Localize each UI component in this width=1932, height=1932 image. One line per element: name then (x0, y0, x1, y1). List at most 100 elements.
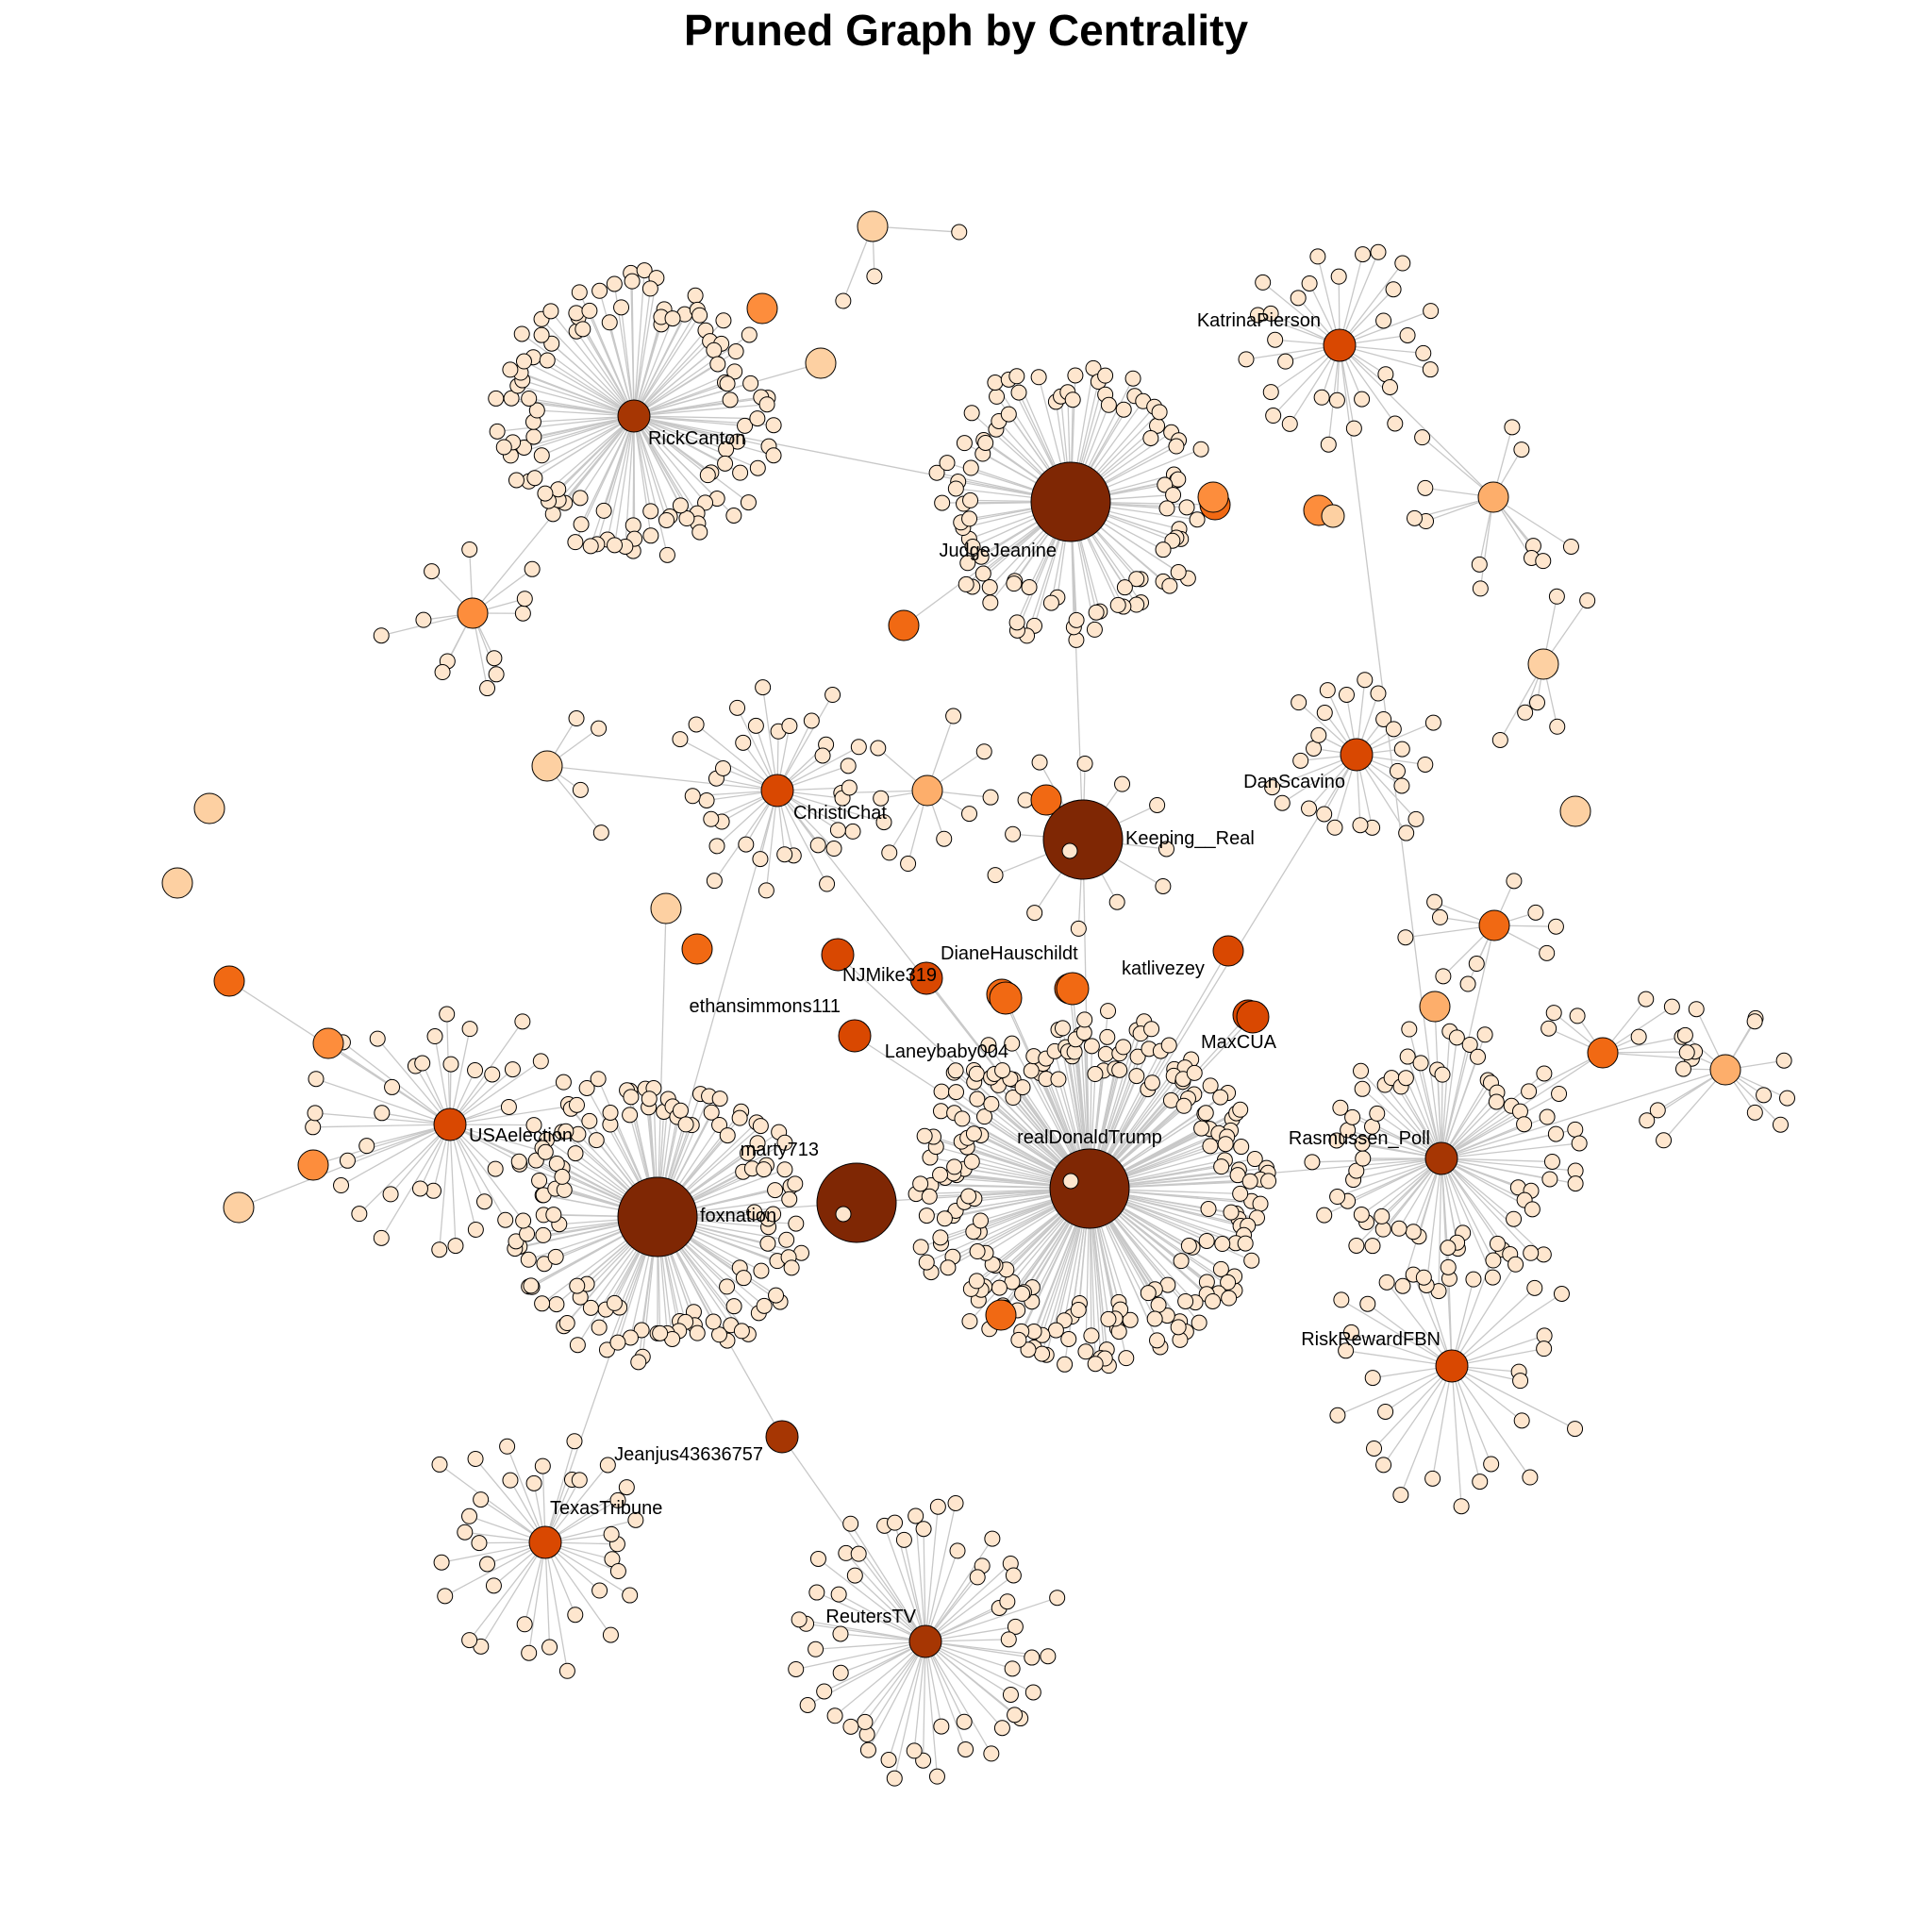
intermediate-node (1559, 795, 1591, 827)
leaf-node (1140, 1285, 1157, 1302)
leaf-node (568, 710, 585, 727)
leaf-node (575, 321, 591, 338)
satellite-edge (546, 765, 778, 791)
leaf-edge (558, 415, 635, 501)
leaf-node (1274, 794, 1291, 811)
leaf-node (582, 1299, 599, 1316)
leaf-node (1551, 1085, 1568, 1102)
leaf-edge (1441, 1158, 1553, 1163)
leaf-node (1158, 500, 1175, 517)
leaf-node (767, 1182, 784, 1199)
intermediate-node (531, 750, 563, 782)
leaf-node (1674, 1060, 1691, 1077)
leaf-node (755, 679, 772, 696)
leaf-node (746, 1204, 763, 1221)
leaf-node (461, 541, 478, 558)
hub-node-katrinapierson (1323, 328, 1357, 362)
hub-node-njmike319 (821, 938, 855, 972)
leaf-edge (924, 1574, 1014, 1642)
node-label-foxnation: foxnation (700, 1206, 776, 1226)
leaf-node (1313, 389, 1330, 406)
intermediate-node (1709, 1054, 1741, 1086)
leaf-node (515, 353, 532, 370)
leaf-node (1345, 420, 1362, 437)
leaf-node (1483, 1456, 1500, 1473)
leaf-node (826, 1707, 843, 1724)
leaf-node (568, 1096, 585, 1113)
leaf-node (982, 594, 999, 611)
leaf-node (906, 1742, 923, 1759)
leaf-node (1523, 1244, 1540, 1261)
leaf-node (1407, 509, 1424, 526)
leaf-node (1364, 1238, 1381, 1255)
leaf-node (373, 1229, 390, 1246)
leaf-node (572, 490, 589, 507)
leaf-node (1143, 1021, 1160, 1038)
leaf-node (558, 1662, 575, 1679)
leaf-node (1461, 1036, 1478, 1053)
leaf-node (521, 390, 538, 407)
leaf-node (691, 307, 708, 324)
hub-node-usaelection (433, 1108, 467, 1141)
leaf-node (1491, 731, 1508, 748)
leaf-node (609, 1562, 626, 1579)
hub-node-riskrewardfbn (1435, 1349, 1469, 1383)
leaf-node (776, 846, 793, 863)
leaf-node (908, 1507, 924, 1524)
hub-node-rasmussen-poll (1424, 1141, 1458, 1175)
leaf-node (850, 1545, 867, 1562)
leaf-edge (1441, 1142, 1580, 1159)
leaf-node (1115, 1039, 1132, 1056)
leaf-node (599, 1457, 616, 1474)
leaf-node (765, 447, 782, 464)
leaf-node (602, 1626, 619, 1643)
leaf-node (946, 1158, 963, 1175)
leaf-node (547, 1248, 564, 1265)
intermediate-node (911, 774, 943, 807)
node-label-riskrewardfbn: RiskRewardFBN (1301, 1329, 1441, 1350)
leaf-node (969, 1569, 986, 1586)
leaf-node (591, 1582, 608, 1599)
leaf-node (1320, 436, 1337, 453)
intermediate-node (857, 210, 889, 242)
leaf-node (1111, 1061, 1128, 1078)
leaf-edge (541, 415, 635, 457)
leaf-node (994, 1062, 1011, 1079)
leaf-node (947, 480, 964, 497)
leaf-node (975, 743, 992, 760)
leaf-node (307, 1105, 324, 1122)
leaf-node (1316, 806, 1333, 823)
leaf-node (1541, 1020, 1557, 1037)
leaf-node (1553, 1285, 1570, 1302)
leaf-node (983, 1745, 1000, 1762)
leaf-edge (475, 1458, 546, 1543)
leaf-node (726, 363, 743, 380)
leaf-node (1088, 604, 1105, 621)
hub-node-laneybaby004 (989, 981, 1023, 1015)
leaf-node (618, 1479, 635, 1496)
leaf-node (525, 1474, 542, 1491)
leaf-node (961, 1313, 978, 1330)
leaf-node (1506, 873, 1523, 890)
leaf-node (725, 507, 742, 524)
leaf-node (1034, 1345, 1051, 1362)
leaf-node (841, 779, 858, 796)
leaf-edge (633, 415, 669, 556)
leaf-node (934, 494, 951, 511)
leaf-edge (358, 1124, 451, 1215)
leaf-edge (524, 360, 635, 417)
leaf-edge (497, 415, 635, 433)
node-label-katlivezey: katlivezey (1122, 958, 1205, 979)
leaf-node (749, 1135, 766, 1152)
leaf-node (699, 467, 716, 484)
leaf-node (959, 555, 976, 572)
leaf-node (756, 1161, 773, 1178)
leaf-node (711, 1091, 728, 1108)
leaf-edge (631, 281, 635, 417)
chart-title: Pruned Graph by Centrality (683, 6, 1249, 55)
leaf-node (850, 739, 867, 756)
leaf-node (918, 1208, 935, 1224)
leaf-node (526, 470, 543, 487)
leaf-node (1128, 571, 1145, 588)
leaf-edge (866, 1641, 926, 1735)
